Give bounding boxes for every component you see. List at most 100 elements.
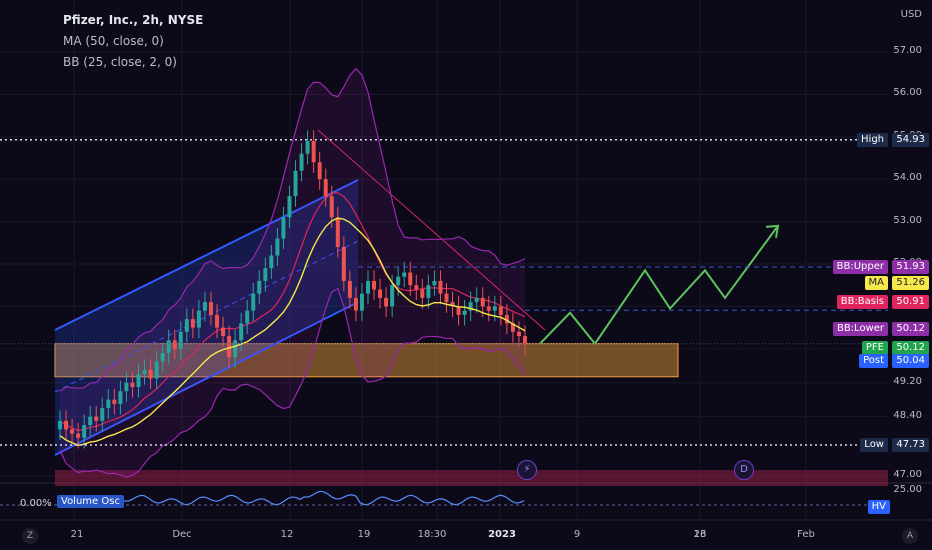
- bollinger-bands: [59, 67, 526, 479]
- candle-body: [142, 370, 147, 375]
- high-tag-value: 54.93: [892, 132, 929, 147]
- price-tick-label: 56.00: [893, 87, 922, 99]
- candle-body: [287, 196, 292, 218]
- candle-body: [221, 327, 226, 337]
- candle-body: [311, 141, 316, 163]
- candle-body: [504, 314, 509, 324]
- candle-body: [160, 353, 165, 362]
- timezone-icon[interactable]: Z: [22, 528, 38, 544]
- candle-body: [281, 217, 286, 239]
- candle-body: [208, 302, 213, 315]
- candle-body: [299, 153, 304, 171]
- bb-basis-line: [59, 192, 526, 432]
- event-band: [55, 470, 888, 486]
- candle-body: [462, 310, 467, 315]
- candle-body: [414, 285, 419, 290]
- price-tick-label: 49.20: [893, 375, 922, 387]
- time-tick-label: 12: [280, 529, 294, 540]
- candle-body: [372, 280, 377, 290]
- moving-average: [59, 217, 526, 446]
- candle-body: [275, 238, 280, 256]
- candle-body: [359, 293, 364, 311]
- candle-body: [432, 280, 437, 286]
- candle-body: [106, 399, 111, 409]
- candle-body: [420, 289, 425, 298]
- time-tick-label: 23: [693, 529, 707, 540]
- candle-body: [64, 420, 69, 430]
- candle-body: [215, 314, 220, 328]
- candle-body: [124, 382, 129, 392]
- indicator-ma-label[interactable]: MA (50, close, 0): [63, 34, 164, 48]
- candle-body: [70, 429, 75, 434]
- price-tick-label: 53.00: [893, 214, 922, 226]
- candle-body: [492, 306, 497, 311]
- support-zone: [54, 343, 888, 486]
- ma-tag-label: MA: [864, 275, 888, 290]
- candle-body: [450, 302, 455, 307]
- candle-body: [474, 297, 479, 303]
- candle-body: [88, 416, 93, 426]
- candle-body: [245, 310, 250, 324]
- auto-scale-icon[interactable]: A: [902, 528, 918, 544]
- grid-lines: [0, 0, 932, 521]
- time-tick-label: Feb: [797, 529, 815, 540]
- candle-body: [347, 280, 352, 298]
- candle-body: [341, 247, 346, 281]
- high-tag-label: High: [857, 132, 888, 147]
- time-tick-label: 16: [693, 529, 707, 540]
- candle-body: [257, 280, 262, 294]
- indicator-bb-label[interactable]: BB (25, close, 2, 0): [63, 55, 177, 69]
- candle-body: [365, 280, 370, 294]
- candle-body: [136, 374, 141, 387]
- candle-body: [378, 289, 383, 298]
- lightning-icon[interactable]: ⚡: [517, 460, 537, 480]
- candle-body: [172, 340, 177, 349]
- candle-body: [94, 416, 99, 421]
- ma-line: [59, 217, 526, 446]
- chart-legend: Pfizer, Inc., 2h, NYSE MA (50, close, 0)…: [63, 10, 203, 73]
- candle-body: [293, 170, 298, 197]
- candle-body: [480, 297, 485, 307]
- support-zone-box: [54, 343, 679, 378]
- candle-body: [148, 370, 153, 379]
- candle-body: [251, 293, 256, 311]
- candle-body: [82, 425, 87, 438]
- dividend-marker[interactable]: D: [734, 460, 754, 480]
- low-tag-label: Low: [860, 438, 888, 453]
- candle-body: [239, 323, 244, 341]
- post-tag-label: Post: [859, 353, 888, 368]
- candle-body: [58, 420, 62, 430]
- volume-oscillator: [0, 490, 888, 506]
- bb-lower-tag-label: BB:Lower: [832, 321, 888, 336]
- ma-tag-value: 51.26: [892, 275, 929, 290]
- time-tick-label: 2023: [488, 529, 516, 540]
- time-tick-label: 19: [357, 529, 371, 540]
- time-tick-label: 18:30: [417, 529, 447, 540]
- price-tick-label: 48.40: [893, 409, 922, 421]
- osc-axis-top: 25.00: [893, 484, 922, 495]
- projection-line: [539, 225, 779, 346]
- candle-body: [396, 276, 401, 286]
- candle-body: [486, 306, 491, 311]
- bb-upper-tag-value: 51.93: [892, 259, 929, 274]
- currency-label: USD: [900, 9, 922, 20]
- projection-arrowhead: [765, 224, 780, 239]
- projection-path: [539, 224, 780, 346]
- candle-body: [329, 196, 334, 218]
- channel-mid-line: [54, 240, 359, 393]
- candle-body: [402, 272, 407, 277]
- candle-body: [178, 331, 183, 349]
- bb-upper-line: [59, 67, 526, 392]
- candle-body: [112, 399, 117, 404]
- candle-body: [263, 268, 268, 281]
- candle-body: [523, 336, 527, 345]
- candle-body: [190, 319, 195, 328]
- volume-osc-label[interactable]: Volume Osc: [57, 495, 124, 508]
- post-tag-value: 50.04: [892, 353, 929, 368]
- symbol-title[interactable]: Pfizer, Inc., 2h, NYSE: [63, 13, 204, 27]
- candle-body: [196, 310, 201, 328]
- osc-line: [59, 490, 525, 506]
- channel-upper-line: [54, 179, 359, 331]
- candle-body: [323, 179, 328, 197]
